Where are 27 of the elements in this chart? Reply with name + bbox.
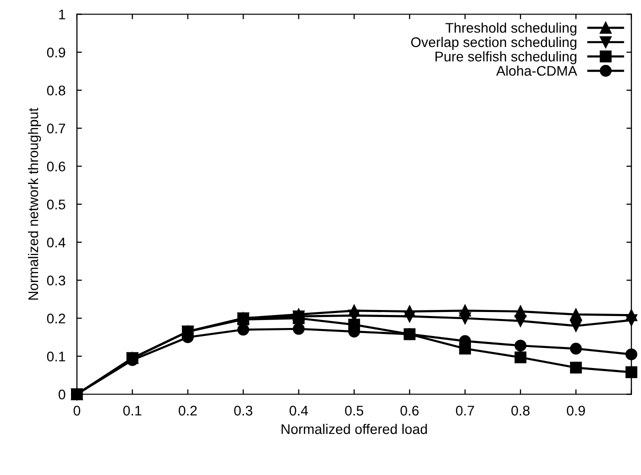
y-tick-label: 0.9 — [47, 48, 66, 58]
legend-label: Threshold scheduling — [446, 22, 576, 36]
x-tick-label: 0.5 — [345, 406, 364, 416]
x-tick-label: 0.3 — [234, 406, 252, 416]
x-tick-label: 0.4 — [290, 406, 308, 416]
legend-label: Aloha-CDMA — [496, 66, 578, 76]
y-tick-label: 0.6 — [47, 162, 66, 172]
y-tick-label: 0.1 — [47, 352, 66, 362]
x-tick-label: 0.8 — [511, 406, 530, 416]
x-tick-label: 0 — [74, 406, 80, 416]
y-tick-label: 1 — [59, 10, 66, 20]
x-tick-label: 0.2 — [178, 406, 197, 416]
legend-label: Pure selfish scheduling — [436, 51, 576, 64]
y-axis-title: Normalized network throughput — [28, 108, 41, 300]
y-tick-label: 0.5 — [47, 200, 66, 210]
y-tick-label: 0 — [58, 390, 66, 400]
x-tick-label: 0.9 — [566, 406, 585, 416]
y-tick-label: 0.8 — [47, 86, 66, 96]
y-tick-label: 0.3 — [47, 276, 66, 286]
y-tick-label: 0.4 — [47, 238, 66, 248]
y-tick-label: 0.7 — [47, 124, 66, 134]
y-tick-label: 0.2 — [47, 314, 66, 324]
x-tick-label: 0.6 — [400, 406, 419, 416]
x-axis-title: Normalized offered load — [282, 424, 427, 434]
x-tick-label: 0.7 — [456, 406, 474, 416]
x-tick-label: 0.1 — [123, 406, 142, 416]
legend-label: Overlap section scheduling — [411, 36, 576, 50]
